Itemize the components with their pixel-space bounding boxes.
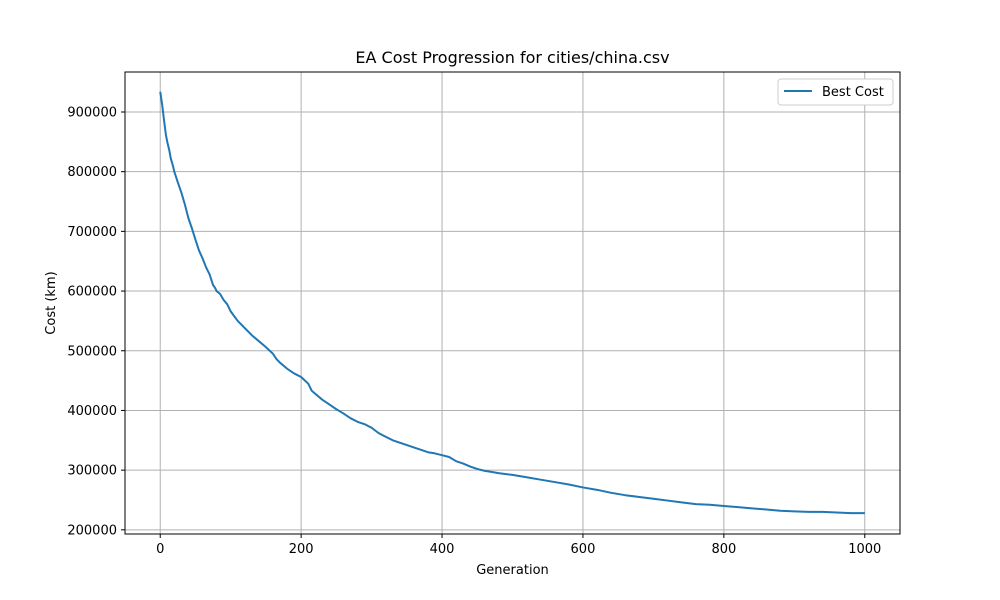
x-tick-label: 600 bbox=[571, 542, 596, 557]
x-tick-label: 800 bbox=[711, 542, 736, 557]
y-tick-label: 300000 bbox=[67, 464, 117, 479]
series-line-best-cost bbox=[159, 91, 865, 515]
chart-title: EA Cost Progression for cities/china.csv bbox=[355, 48, 669, 67]
legend-label-best-cost: Best Cost bbox=[822, 85, 884, 100]
y-tick-label: 400000 bbox=[67, 404, 117, 419]
y-tick-label: 800000 bbox=[67, 165, 117, 180]
x-axis-label: Generation bbox=[476, 563, 549, 578]
grid bbox=[125, 72, 900, 534]
series-layer bbox=[159, 91, 865, 515]
x-tick-label: 1000 bbox=[848, 542, 881, 557]
legend: Best Cost bbox=[777, 78, 894, 106]
y-tick-label: 200000 bbox=[67, 523, 117, 538]
y-axis-label: Cost (km) bbox=[44, 271, 59, 334]
y-tick-label: 600000 bbox=[67, 285, 117, 300]
plot-frame bbox=[124, 71, 901, 535]
x-tick-label: 200 bbox=[289, 542, 314, 557]
legend-box bbox=[777, 78, 894, 106]
x-tick-label: 0 bbox=[156, 542, 164, 557]
y-tick-label: 700000 bbox=[67, 225, 117, 240]
ticks: 0 200 400 600 800 1000 200000 300000 400000 50000… bbox=[67, 105, 881, 557]
y-tick-label: 500000 bbox=[67, 344, 117, 359]
y-tick-label: 900000 bbox=[67, 105, 117, 120]
x-tick-label: 400 bbox=[430, 542, 455, 557]
